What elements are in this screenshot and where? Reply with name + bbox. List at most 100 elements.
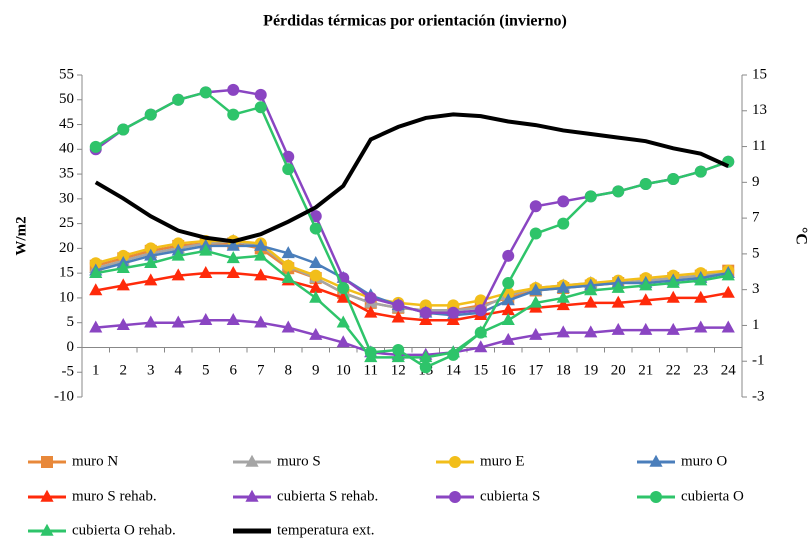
y-axis-label: W/m2 <box>13 216 29 255</box>
data-point <box>501 293 515 306</box>
x-tick-label: 11 <box>364 362 378 378</box>
y-tick-label: 45 <box>59 116 74 132</box>
series-line <box>95 318 729 357</box>
data-point <box>336 290 350 303</box>
data-point <box>419 313 433 326</box>
data-point <box>529 227 542 240</box>
data-point <box>391 310 405 323</box>
legend-marker <box>40 489 54 502</box>
data-point <box>171 248 185 261</box>
data-point <box>226 238 240 251</box>
legend-marker <box>449 456 461 468</box>
x-tick-label: 2 <box>120 362 128 378</box>
data-point <box>116 278 130 291</box>
y-tick-label: 15 <box>59 265 74 281</box>
data-point <box>254 248 268 261</box>
legend-marker <box>40 523 54 536</box>
data-point <box>639 293 653 306</box>
data-point <box>694 165 707 178</box>
data-point <box>529 295 543 308</box>
x-tick-label: 22 <box>666 362 681 378</box>
data-point <box>501 303 515 316</box>
x-tick-label: 16 <box>501 362 517 378</box>
y2-tick-label: 7 <box>752 210 760 226</box>
data-point <box>172 93 185 106</box>
data-point <box>529 327 543 340</box>
data-point <box>171 315 185 328</box>
x-tick-label: 6 <box>230 362 238 378</box>
legend-label: cubierta O rehab. <box>72 522 176 538</box>
series-line <box>95 90 729 369</box>
data-point <box>144 108 157 121</box>
y-tick-label: -5 <box>62 364 75 380</box>
y-tick-label: 20 <box>59 240 74 256</box>
y-tick-label: 5 <box>67 314 75 330</box>
data-point <box>557 195 570 208</box>
x-tick-label: 10 <box>336 362 351 378</box>
legend-marker <box>449 491 461 503</box>
data-point <box>639 278 653 291</box>
y-tick-label: 25 <box>59 215 74 231</box>
data-point <box>392 299 405 312</box>
data-point <box>666 290 680 303</box>
y-tick-label: 40 <box>59 141 74 157</box>
data-point <box>254 238 268 251</box>
data-point <box>281 270 295 283</box>
series-line <box>95 239 729 307</box>
data-point <box>446 313 460 326</box>
data-point <box>309 222 322 235</box>
legend-marker <box>649 454 663 467</box>
data-point <box>144 242 157 255</box>
data-point <box>419 306 432 319</box>
data-point <box>721 285 735 298</box>
legend-marker <box>650 491 662 503</box>
data-point <box>226 251 240 264</box>
data-point <box>144 248 158 261</box>
series-line <box>95 249 729 359</box>
data-point <box>227 83 240 96</box>
data-point <box>666 275 680 288</box>
legend-label: muro N <box>72 453 118 469</box>
data-point <box>89 320 103 333</box>
data-point <box>282 259 295 272</box>
data-point <box>639 177 652 190</box>
series-line <box>94 112 730 244</box>
data-point <box>254 268 268 281</box>
x-tick-label: 9 <box>312 362 320 378</box>
data-point <box>667 173 680 186</box>
data-point <box>281 320 295 333</box>
data-point <box>171 268 185 281</box>
y-tick-label: 35 <box>59 166 74 182</box>
x-tick-label: 21 <box>638 362 653 378</box>
data-point <box>89 257 102 270</box>
x-tick-label: 5 <box>202 362 210 378</box>
data-point <box>282 163 295 176</box>
y2-tick-label: 9 <box>752 174 760 190</box>
data-point <box>309 290 323 303</box>
legend-marker <box>41 456 53 468</box>
data-point <box>89 140 102 153</box>
data-point <box>474 325 488 338</box>
x-tick-label: 1 <box>92 362 100 378</box>
data-point <box>337 282 350 295</box>
x-tick-label: 24 <box>721 362 737 378</box>
data-point <box>392 343 405 356</box>
data-point <box>309 327 323 340</box>
series-line <box>95 271 729 322</box>
data-point <box>721 320 735 333</box>
data-point <box>364 305 378 318</box>
data-point <box>336 315 350 328</box>
data-point <box>611 295 625 308</box>
legend-marker <box>245 454 259 467</box>
legend-label: muro E <box>480 453 525 469</box>
data-point <box>391 350 405 363</box>
data-point <box>336 335 350 348</box>
data-point <box>199 86 212 99</box>
data-point <box>144 315 158 328</box>
data-point <box>364 291 377 304</box>
y2-axis-label: °C <box>792 227 809 245</box>
data-point <box>446 345 460 358</box>
data-point <box>144 273 158 286</box>
data-point <box>611 280 625 293</box>
data-point <box>309 280 323 293</box>
